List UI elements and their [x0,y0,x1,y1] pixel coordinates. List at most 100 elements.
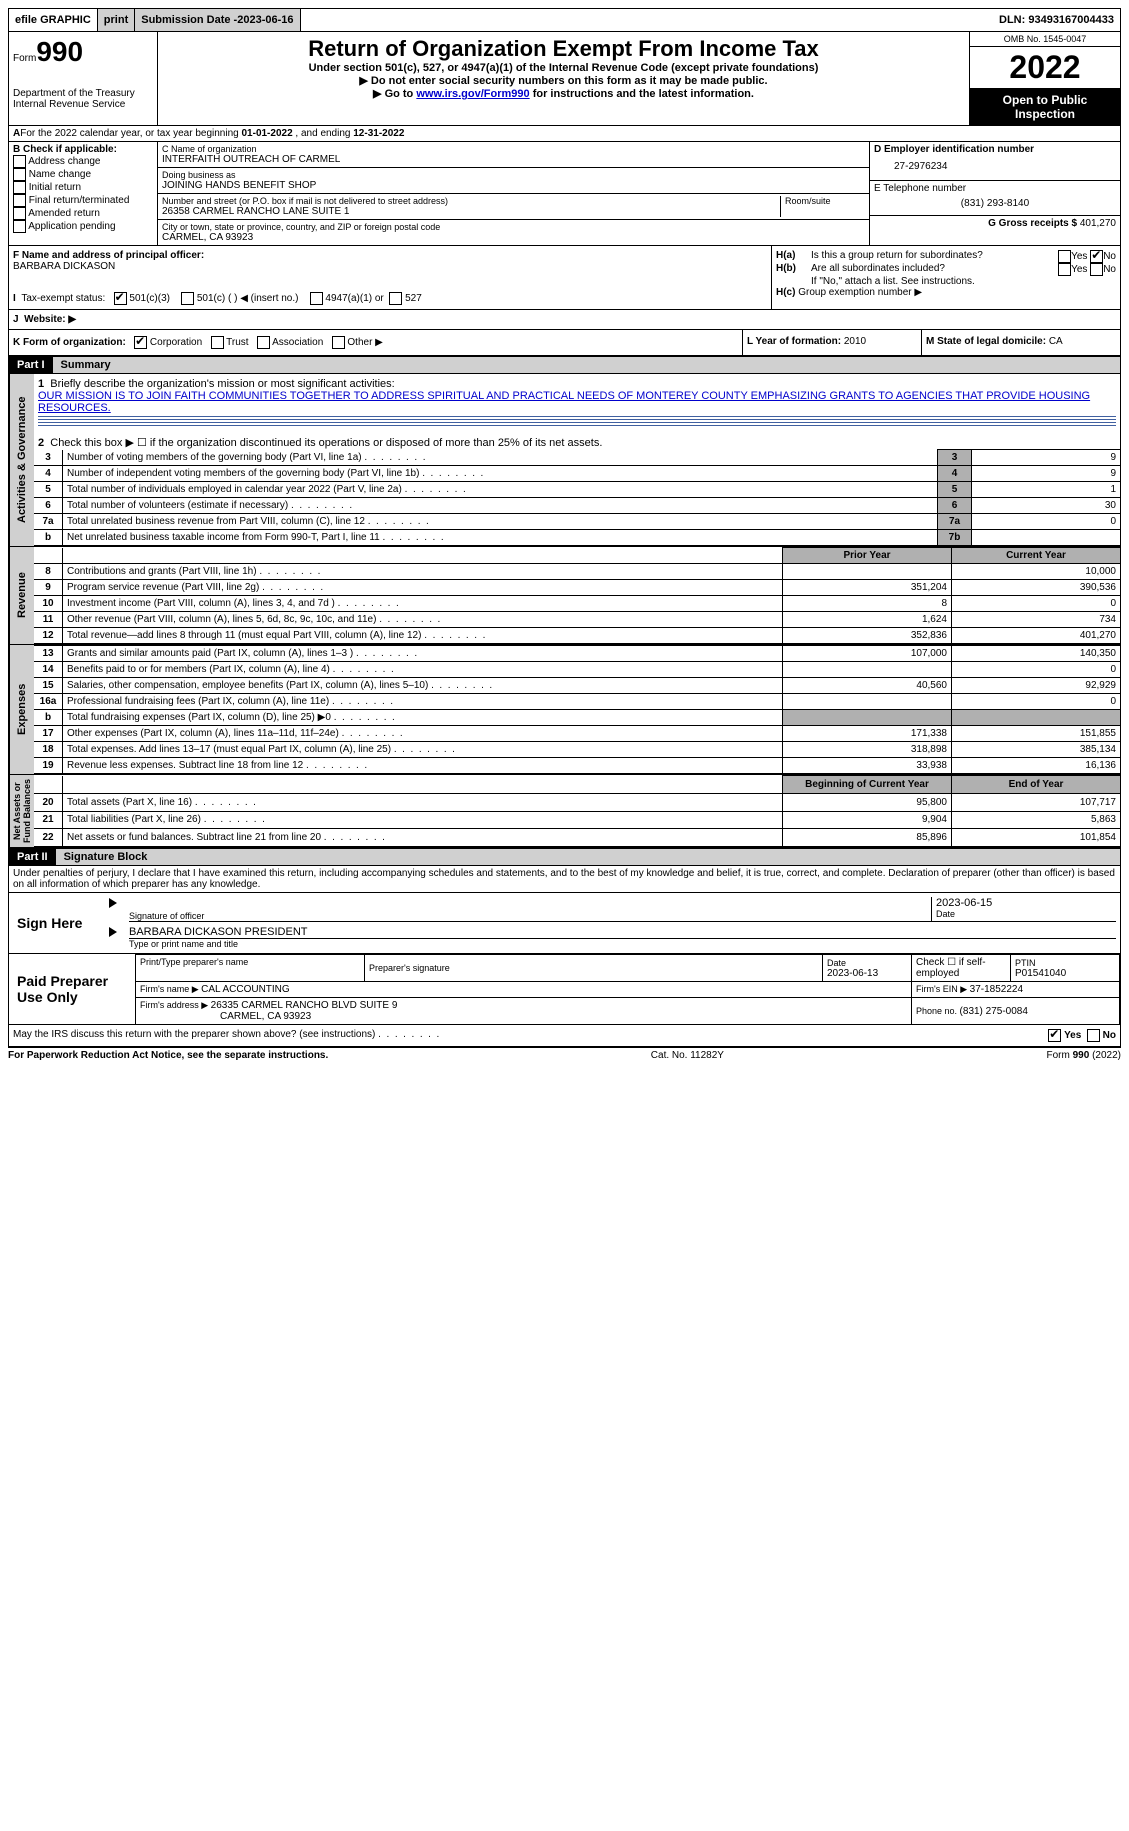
hb-yes[interactable] [1058,263,1071,276]
open-to-public: Open to Public Inspection [970,89,1120,125]
balance-table: Beginning of Current YearEnd of Year20To… [34,775,1120,847]
arrow-icon [109,927,117,937]
b-label: B Check if applicable: [13,144,117,155]
officer-name-title: BARBARA DICKASON PRESIDENT [129,926,1116,939]
hb-no[interactable] [1090,263,1103,276]
dept-label: Department of the Treasury Internal Reve… [13,88,153,110]
line2-text: Check this box ▶ ☐ if the organization d… [50,437,602,449]
sign-here-block: Sign Here Signature of officer 2023-06-1… [8,893,1121,954]
revenue-table: Prior YearCurrent Year8Contributions and… [34,547,1120,644]
chk-501c[interactable] [181,292,194,305]
chk-assoc[interactable] [257,336,270,349]
self-emp: Check ☐ if self-employed [912,955,1011,982]
arrow-icon [109,898,117,908]
perjury-text: Under penalties of perjury, I declare th… [8,866,1121,893]
vlabel-revenue: Revenue [9,547,34,644]
part2-header: Part II Signature Block [8,849,1121,866]
efile-label: efile GRAPHIC [9,9,98,31]
chk-4947[interactable] [310,292,323,305]
footer-right: Form 990 (2022) [1047,1050,1121,1061]
print-button[interactable]: print [98,9,135,31]
year-formation: 2010 [844,336,866,347]
ein-label: D Employer identification number [874,144,1034,155]
chk-other[interactable] [332,336,345,349]
m-label: M State of legal domicile: [926,336,1049,347]
part1-tag: Part I [9,357,53,373]
discuss-no[interactable] [1087,1029,1100,1042]
discuss-yes[interactable] [1048,1029,1061,1042]
vlabel-expenses: Expenses [9,645,34,774]
summary-top-table: 3Number of voting members of the governi… [34,449,1120,546]
chk-application-pending[interactable] [13,220,26,233]
mission-text: OUR MISSION IS TO JOIN FAITH COMMUNITIES… [38,390,1090,414]
mission-label: Briefly describe the organization's miss… [50,378,394,390]
expenses-table: 13Grants and similar amounts paid (Part … [34,645,1120,774]
tax-status-label: Tax-exempt status: [21,293,105,304]
paid-preparer-block: Paid Preparer Use Only Print/Type prepar… [8,954,1121,1025]
ptin-value: P01541040 [1015,968,1115,979]
line-j: J Website: ▶ [8,310,1121,330]
form-note2: ▶ Go to www.irs.gov/Form990 for instruct… [162,87,965,100]
gross-label: G Gross receipts $ [988,218,1080,229]
city-state-zip: CARMEL, CA 93923 [162,232,865,243]
k-label: K Form of organization: [13,337,126,348]
chk-initial-return[interactable] [13,181,26,194]
street-address: 26358 CARMEL RANCHO LANE SUITE 1 [162,206,780,217]
hc-label: Group exemption number ▶ [798,287,922,298]
name-title-label: Type or print name and title [129,939,1116,949]
ha-yes[interactable] [1058,250,1071,263]
expenses-section: Expenses 13Grants and similar amounts pa… [8,645,1121,775]
chk-corp[interactable] [134,336,147,349]
state-domicile: CA [1049,336,1063,347]
officer-name: BARBARA DICKASON [13,261,115,272]
prep-date-label: Date [827,958,907,968]
ha-no[interactable] [1090,250,1103,263]
room-label: Room/suite [780,196,865,217]
officer-label: F Name and address of principal officer: [13,250,204,261]
col-d: D Employer identification number 27-2976… [869,142,1120,245]
chk-address-change[interactable] [13,155,26,168]
irs-link[interactable]: www.irs.gov/Form990 [416,88,529,100]
form-subtitle: Under section 501(c), 527, or 4947(a)(1)… [162,62,965,74]
col-c: C Name of organization INTERFAITH OUTREA… [158,142,869,245]
city-label: City or town, state or province, country… [162,222,865,232]
balance-section: Net Assets or Fund Balances Beginning of… [8,775,1121,849]
revenue-section: Revenue Prior YearCurrent Year8Contribut… [8,547,1121,645]
page-footer: For Paperwork Reduction Act Notice, see … [8,1047,1121,1063]
form-number: 990 [36,36,83,67]
chk-trust[interactable] [211,336,224,349]
part1-title: Summary [53,357,1120,373]
chk-amended-return[interactable] [13,207,26,220]
firm-ein: 37-1852224 [970,984,1023,995]
submission-date: Submission Date - 2023-06-16 [135,9,300,31]
ha-label: Is this a group return for subordinates? [811,250,1058,263]
chk-final-return-terminated[interactable] [13,194,26,207]
form-title: Return of Organization Exempt From Incom… [162,36,965,62]
chk-527[interactable] [389,292,402,305]
firm-ein-label: Firm's EIN ▶ [916,984,970,994]
vlabel-activities: Activities & Governance [9,374,34,546]
phone-value: (831) 293-8140 [874,194,1116,213]
sig-date-value: 2023-06-15 [936,897,1116,909]
chk-name-change[interactable] [13,168,26,181]
top-bar: efile GRAPHIC print Submission Date - 20… [8,8,1121,32]
org-name: INTERFAITH OUTREACH OF CARMEL [162,154,865,165]
form-word: Form [13,53,36,64]
summary-section: Activities & Governance 1 Briefly descri… [8,374,1121,547]
omb-number: OMB No. 1545-0047 [970,32,1120,47]
ptin-label: PTIN [1015,958,1115,968]
firm-phone-label: Phone no. [916,1006,960,1016]
chk-501c3[interactable] [114,292,127,305]
prep-date: 2023-06-13 [827,968,907,979]
l-label: L Year of formation: [747,336,844,347]
section-fh: F Name and address of principal officer:… [8,246,1121,310]
firm-name-label: Firm's name ▶ [140,984,201,994]
dba-name: JOINING HANDS BENEFIT SHOP [162,180,865,191]
gross-value: 401,270 [1080,218,1116,229]
prep-name-label: Print/Type preparer's name [140,957,360,967]
sign-here-label: Sign Here [9,893,105,953]
discuss-text: May the IRS discuss this return with the… [13,1029,375,1040]
section-bcd: B Check if applicable: Address change Na… [8,142,1121,246]
discuss-row: May the IRS discuss this return with the… [8,1025,1121,1047]
form-header: Form990 Department of the Treasury Inter… [8,32,1121,126]
